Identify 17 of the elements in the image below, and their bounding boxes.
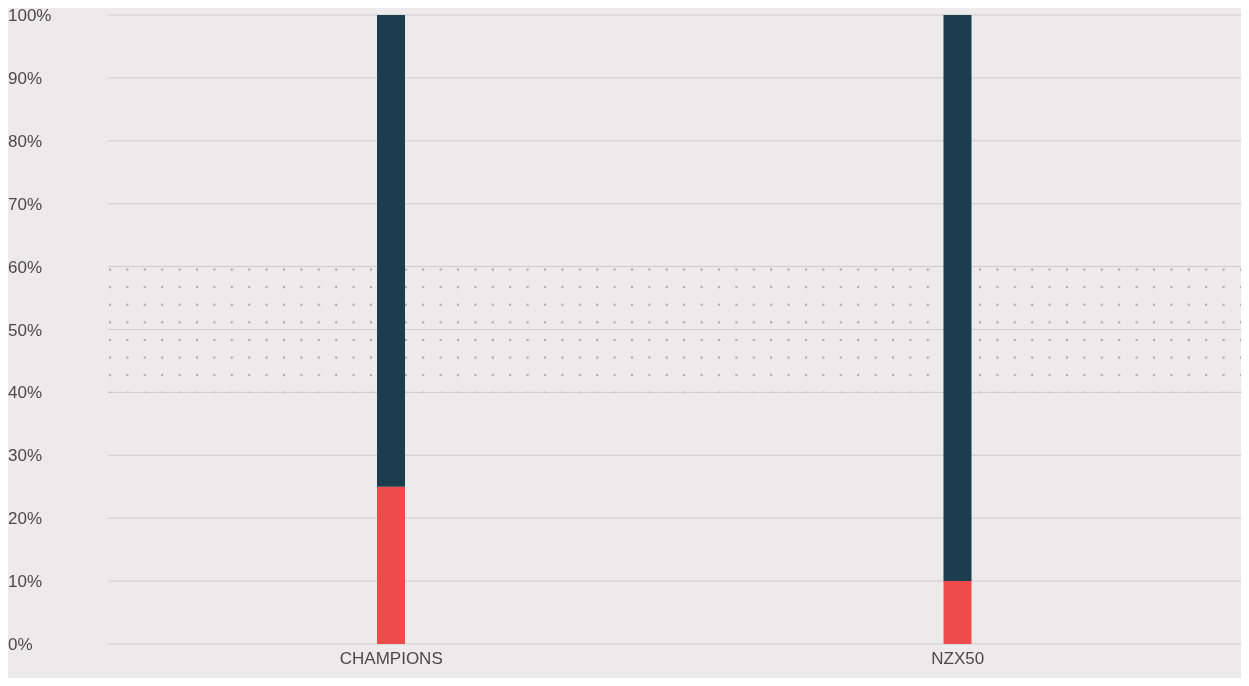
y-tick-label: 10% <box>8 572 43 592</box>
y-tick-label: 0% <box>8 635 33 655</box>
y-tick-label: 20% <box>8 509 43 529</box>
x-tick-label: NZX50 <box>931 649 985 669</box>
y-tick-label: 80% <box>8 131 43 151</box>
y-tick-label: 90% <box>8 68 43 88</box>
bar <box>377 486 405 644</box>
y-tick-label: 50% <box>8 320 43 340</box>
y-tick-label: 40% <box>8 383 43 403</box>
bar <box>943 15 972 582</box>
y-tick-label: 30% <box>8 446 43 466</box>
bar <box>377 15 405 487</box>
x-tick-label: CHAMPIONS <box>339 649 443 669</box>
bar <box>943 581 972 644</box>
y-tick-label: 100% <box>8 6 52 26</box>
y-tick-label: 60% <box>8 257 43 277</box>
y-tick-label: 70% <box>8 194 43 214</box>
